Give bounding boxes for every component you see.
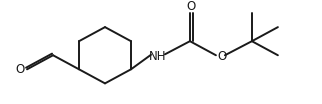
Text: NH: NH <box>149 50 167 63</box>
Text: O: O <box>187 0 196 13</box>
Text: O: O <box>15 63 25 76</box>
Text: O: O <box>217 50 227 63</box>
